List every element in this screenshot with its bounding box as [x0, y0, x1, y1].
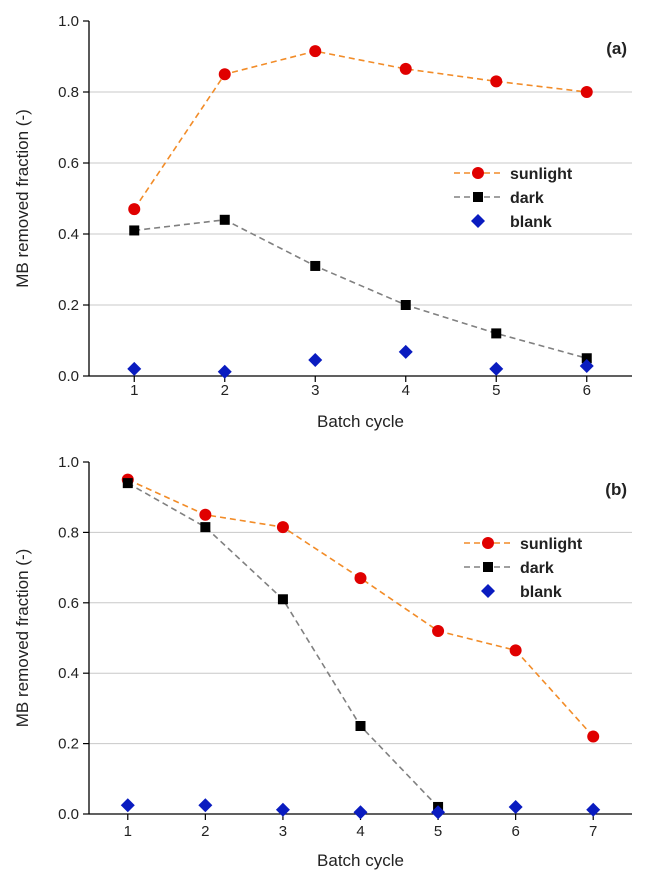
- x-tick-label: 5: [434, 823, 442, 840]
- data-point-sunlight: [399, 62, 412, 75]
- x-axis-title: Batch cycle: [317, 851, 404, 870]
- y-tick-label: 0.8: [58, 84, 79, 101]
- data-point-blank: [579, 359, 594, 374]
- panel-label: (b): [605, 480, 627, 499]
- y-tick-label: 0.0: [58, 806, 79, 823]
- x-tick-label: 2: [201, 823, 209, 840]
- legend: sunlight dark blank: [464, 536, 583, 601]
- legend-label-sunlight: sunlight: [520, 536, 583, 553]
- y-tick-label: 0.8: [58, 524, 79, 541]
- legend-marker-dark: [483, 562, 493, 572]
- legend-marker-blank: [471, 214, 485, 228]
- data-point-sunlight: [199, 508, 212, 521]
- series-sunlight: [128, 45, 593, 216]
- y-tick-label: 0.6: [58, 595, 79, 612]
- data-point-dark: [129, 225, 140, 236]
- data-point-dark: [491, 328, 502, 339]
- data-point-dark: [355, 721, 366, 731]
- x-tick-label: 5: [492, 382, 500, 399]
- data-point-sunlight: [490, 75, 503, 88]
- series-blank: [120, 798, 601, 820]
- y-axis-title: MB removed fraction (-): [13, 549, 32, 728]
- series-line-dark: [134, 218, 587, 360]
- legend-label-sunlight: sunlight: [510, 166, 573, 183]
- series-line-sunlight: [127, 478, 594, 738]
- data-point-dark: [310, 260, 321, 271]
- legend-marker-dark: [473, 192, 483, 202]
- data-point-blank: [489, 361, 504, 376]
- data-point-blank: [398, 344, 413, 359]
- data-point-sunlight: [587, 730, 600, 743]
- legend-label-dark: dark: [520, 560, 554, 577]
- y-tick-label: 0.4: [58, 665, 79, 682]
- x-tick-label: 1: [124, 823, 132, 840]
- data-point-blank: [308, 353, 323, 368]
- legend-label-dark: dark: [510, 190, 544, 207]
- data-point-sunlight: [128, 203, 141, 216]
- data-point-sunlight: [509, 644, 522, 657]
- x-tick-label: 7: [589, 823, 597, 840]
- y-axis-title: MB removed fraction (-): [13, 109, 32, 288]
- legend: sunlight dark blank: [454, 166, 573, 231]
- data-point-sunlight: [309, 45, 322, 58]
- y-tick-label: 0.4: [58, 226, 79, 243]
- x-tick-label: 2: [221, 382, 229, 399]
- data-point-blank: [508, 799, 523, 814]
- data-point-blank: [353, 805, 368, 820]
- data-point-dark: [122, 478, 133, 489]
- x-tick-label: 4: [402, 382, 410, 399]
- data-point-blank: [217, 364, 232, 379]
- data-point-dark: [200, 522, 211, 533]
- legend-marker-blank: [481, 584, 495, 598]
- data-point-blank: [120, 798, 135, 813]
- x-tick-label: 6: [583, 382, 591, 399]
- x-tick-label: 3: [311, 382, 319, 399]
- y-tick-label: 0.6: [58, 155, 79, 172]
- data-point-blank: [127, 361, 142, 376]
- y-tick-label: 0.0: [58, 368, 79, 385]
- y-tick-label: 1.0: [58, 13, 79, 30]
- data-point-sunlight: [432, 624, 445, 637]
- series-line-sunlight: [133, 50, 587, 210]
- x-axis-title: Batch cycle: [317, 412, 404, 431]
- panel-label: (a): [606, 39, 627, 58]
- x-tick-label: 3: [279, 823, 287, 840]
- series-blank: [127, 344, 594, 379]
- series-sunlight: [121, 473, 600, 743]
- data-point-sunlight: [276, 521, 289, 534]
- data-point-blank: [586, 802, 601, 817]
- y-tick-label: 1.0: [58, 454, 79, 471]
- data-point-blank: [198, 798, 213, 813]
- data-point-dark: [277, 594, 288, 605]
- data-point-blank: [431, 805, 446, 820]
- y-tick-label: 0.2: [58, 297, 79, 314]
- data-point-sunlight: [218, 68, 231, 81]
- chart-panel-b: 0.0 0.2 0.4 0.6 0.8 1.0 1 2 3 4 5 6 7 Batch cycle MB r…: [13, 454, 632, 870]
- data-point-sunlight: [580, 86, 593, 98]
- data-point-blank: [275, 802, 290, 817]
- x-tick-label: 6: [511, 823, 519, 840]
- y-tick-label: 0.2: [58, 736, 79, 753]
- legend-label-blank: blank: [520, 584, 562, 601]
- chart-panel-a: 0.0 0.2 0.4 0.6 0.8 1.0 1 2 3 4 5 6 Batch cycle MB re…: [13, 13, 632, 431]
- data-point-dark: [400, 300, 411, 310]
- data-point-dark: [581, 353, 592, 364]
- legend-label-blank: blank: [510, 214, 552, 231]
- x-tick-label: 1: [130, 382, 138, 399]
- series-dark: [129, 214, 592, 364]
- legend-marker-sunlight: [482, 537, 494, 549]
- data-point-sunlight: [354, 572, 367, 585]
- x-tick-label: 4: [356, 823, 364, 840]
- data-point-dark: [219, 214, 230, 225]
- legend-marker-sunlight: [472, 167, 484, 179]
